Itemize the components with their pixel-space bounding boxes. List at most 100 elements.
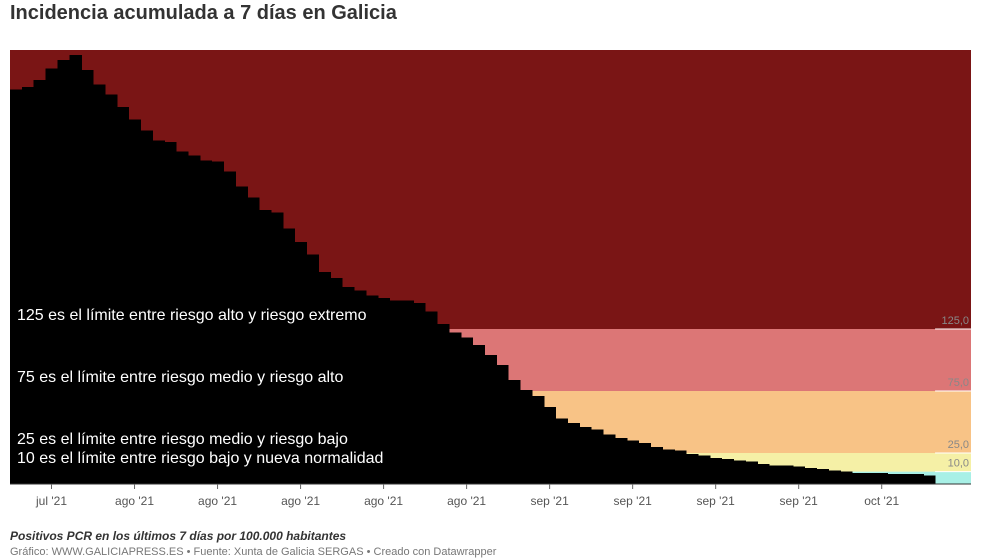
step-bar: [460, 337, 474, 484]
step-bar: [247, 197, 260, 484]
step-bar: [496, 364, 509, 484]
step-bar: [365, 295, 379, 484]
step-bar: [567, 423, 580, 484]
step-bar: [769, 465, 782, 484]
step-bar: [93, 84, 106, 484]
step-bar: [472, 345, 485, 484]
x-tick-label: sep '21: [613, 494, 652, 508]
step-bar: [413, 302, 426, 484]
step-bar: [377, 298, 391, 484]
threshold-label: 125,0: [941, 315, 969, 327]
step-bar: [804, 467, 818, 484]
step-bar: [353, 290, 367, 484]
step-bar: [223, 171, 236, 484]
step-bar: [923, 475, 936, 484]
step-bar: [342, 286, 355, 484]
chart-source: Gráfico: WWW.GALICIAPRESS.ES • Fuente: X…: [10, 546, 497, 558]
chart-title: Incidencia acumulada a 7 días en Galicia: [10, 2, 397, 24]
annotation: 125 es el límite entre riesgo alto y rie…: [17, 307, 367, 324]
step-bar: [199, 160, 213, 485]
step-bar: [816, 469, 829, 484]
step-bar: [626, 440, 640, 484]
step-bar: [650, 446, 663, 484]
step-bar: [674, 450, 687, 484]
step-bar: [757, 464, 770, 484]
x-tick-label: sep '21: [530, 494, 569, 508]
chart-note: Positivos PCR en los últimos 7 días por …: [10, 529, 347, 543]
x-tick-label: ago '21: [198, 494, 237, 508]
step-bar: [389, 300, 402, 484]
step-bar: [911, 474, 924, 484]
step-bar: [852, 472, 865, 484]
step-bar: [721, 459, 735, 484]
threshold-label: 10,0: [948, 458, 969, 470]
x-tick-label: ago '21: [281, 494, 320, 508]
step-bar: [270, 212, 284, 484]
step-bar: [828, 470, 841, 484]
step-bar: [81, 69, 94, 484]
step-bar: [638, 443, 652, 484]
step-bar: [508, 379, 521, 484]
step-bar: [45, 68, 59, 484]
step-bar: [863, 472, 877, 484]
step-bar: [330, 278, 343, 484]
x-tick-label: ago '21: [447, 494, 486, 508]
step-bar: [33, 79, 47, 484]
step-bar: [69, 54, 82, 485]
annotation: 25 es el límite entre riesgo medio y rie…: [17, 431, 348, 448]
step-bar: [614, 438, 628, 484]
step-bar: [176, 151, 189, 484]
step-bar: [780, 465, 794, 484]
x-tick-label: oct '21: [864, 494, 899, 508]
step-bar: [10, 89, 23, 485]
annotation: 75 es el límite entre riesgo medio y rie…: [17, 369, 343, 386]
threshold-label: 75,0: [948, 377, 969, 389]
step-bar: [211, 161, 225, 484]
step-bar: [448, 332, 462, 484]
step-bar: [401, 300, 414, 484]
step-bar: [686, 454, 699, 484]
chart: 10,0 10 es el límite entre riesgo bajo y …: [10, 50, 971, 508]
annotation: 10 es el límite entre riesgo bajo y nuev…: [17, 450, 383, 467]
step-bar: [436, 324, 450, 484]
step-bar: [531, 395, 545, 484]
step-bar: [128, 119, 142, 484]
step-bar: [484, 355, 497, 484]
step-bar: [187, 155, 201, 484]
step-bar: [555, 418, 569, 484]
step-bar: [425, 311, 438, 484]
step-bar: [887, 474, 901, 484]
step-bar: [733, 460, 746, 484]
x-tick-label: ago '21: [364, 494, 403, 508]
step-bar: [792, 466, 806, 484]
step-bar: [745, 461, 758, 484]
x-tick-label: jul '21: [35, 494, 67, 508]
step-bar: [140, 130, 153, 484]
step-bar: [543, 407, 557, 484]
step-bar: [235, 186, 248, 484]
step-bar: [318, 271, 331, 484]
step-bar: [57, 59, 70, 485]
step-bar: [709, 457, 723, 484]
x-tick-label: sep '21: [697, 494, 736, 508]
x-tick-label: sep '21: [780, 494, 819, 508]
step-bar: [21, 87, 35, 484]
step-bar: [603, 434, 616, 484]
step-bar: [579, 426, 592, 484]
step-bar: [697, 455, 711, 484]
step-bar: [519, 389, 533, 484]
step-bar: [259, 209, 272, 484]
step-bar: [152, 140, 165, 484]
step-bar: [662, 449, 675, 484]
step-bar: [116, 107, 130, 484]
step-bar: [294, 242, 308, 484]
step-bar: [282, 228, 296, 484]
step-bar: [899, 474, 912, 484]
step-bar: [591, 429, 604, 484]
step-bar: [875, 472, 889, 484]
x-tick-label: ago '21: [115, 494, 154, 508]
threshold-label: 25,0: [948, 439, 969, 451]
step-bar: [164, 141, 177, 484]
step-bar: [104, 94, 118, 484]
